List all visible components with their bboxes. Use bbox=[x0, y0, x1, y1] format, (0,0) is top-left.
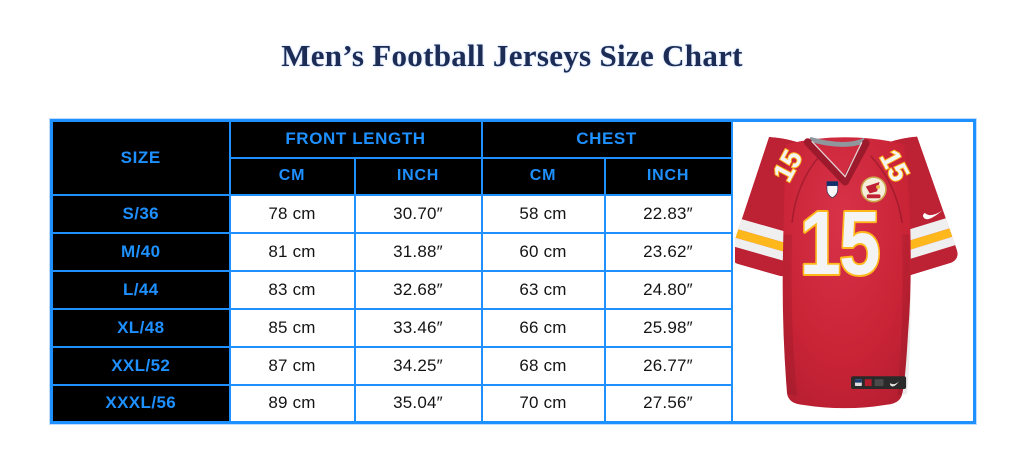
jersey-panel: 15 15 bbox=[730, 119, 976, 424]
size-cell: XL/48 bbox=[50, 307, 231, 348]
value-cell: 87 cm bbox=[228, 345, 356, 386]
size-cell: S/36 bbox=[50, 193, 231, 234]
value-cell: 35.04″ bbox=[353, 383, 483, 424]
table-row: XXXL/56 89 cm 35.04″ 70 cm 27.56″ bbox=[50, 383, 975, 424]
col-header-size: SIZE bbox=[50, 119, 231, 196]
value-cell: 63 cm bbox=[480, 269, 606, 310]
jersey-image: 15 15 bbox=[734, 123, 973, 421]
subheader-chest-inch: INCH bbox=[603, 156, 733, 196]
table-row: XXL/52 87 cm 34.25″ 68 cm 26.77″ bbox=[50, 345, 975, 386]
value-cell: 34.25″ bbox=[353, 345, 483, 386]
team-patch-icon bbox=[860, 175, 887, 202]
collar-back-strip bbox=[809, 136, 867, 147]
value-cell: 85 cm bbox=[228, 307, 356, 348]
value-cell: 22.83″ bbox=[603, 193, 733, 234]
size-chart-table: SIZE FRONT LENGTH CHEST bbox=[50, 119, 977, 424]
value-cell: 31.88″ bbox=[353, 231, 483, 272]
table-row: S/36 78 cm 30.70″ 58 cm 22.83″ bbox=[50, 193, 975, 234]
size-cell: XXXL/56 bbox=[50, 383, 231, 424]
col-header-chest: CHEST bbox=[480, 119, 733, 159]
subheader-chest-cm: CM bbox=[480, 156, 606, 196]
value-cell: 23.62″ bbox=[603, 231, 733, 272]
value-cell: 66 cm bbox=[480, 307, 606, 348]
value-cell: 81 cm bbox=[228, 231, 356, 272]
value-cell: 27.56″ bbox=[603, 383, 733, 424]
size-cell: M/40 bbox=[50, 231, 231, 272]
value-cell: 24.80″ bbox=[603, 269, 733, 310]
value-cell: 83 cm bbox=[228, 269, 356, 310]
value-cell: 68 cm bbox=[480, 345, 606, 386]
sleeve-stripe-white bbox=[735, 236, 798, 264]
subheader-front-inch: INCH bbox=[353, 156, 483, 196]
size-cell: XXL/52 bbox=[50, 345, 231, 386]
value-cell: 78 cm bbox=[228, 193, 356, 234]
nike-swoosh-icon bbox=[923, 209, 943, 219]
value-cell: 26.77″ bbox=[603, 345, 733, 386]
football-jersey-graphic: 15 15 bbox=[735, 135, 958, 408]
value-cell: 70 cm bbox=[480, 383, 606, 424]
value-cell: 30.70″ bbox=[353, 193, 483, 234]
hem-tag bbox=[851, 375, 907, 389]
svg-text:15: 15 bbox=[800, 191, 879, 293]
subheader-front-cm: CM bbox=[228, 156, 356, 196]
value-cell: 89 cm bbox=[228, 383, 356, 424]
page-title: Men’s Football Jerseys Size Chart bbox=[281, 38, 743, 73]
collar-v-trim bbox=[804, 137, 870, 185]
value-cell: 32.68″ bbox=[353, 269, 483, 310]
value-cell: 60 cm bbox=[480, 231, 606, 272]
jersey-torso bbox=[782, 136, 912, 408]
nfl-shield-icon bbox=[826, 180, 839, 198]
value-cell: 33.46″ bbox=[353, 307, 483, 348]
size-cell: L/44 bbox=[50, 269, 231, 310]
col-header-front-length: FRONT LENGTH bbox=[228, 119, 483, 159]
chest-number: 15 bbox=[798, 190, 882, 295]
table-row: M/40 81 cm 31.88″ 60 cm 23.62″ bbox=[50, 231, 975, 272]
table-row: XL/48 85 cm 33.46″ 66 cm 25.98″ bbox=[50, 307, 975, 348]
value-cell: 25.98″ bbox=[603, 307, 733, 348]
table-row: L/44 83 cm 32.68″ 63 cm 24.80″ bbox=[50, 269, 975, 310]
value-cell: 58 cm bbox=[480, 193, 606, 234]
